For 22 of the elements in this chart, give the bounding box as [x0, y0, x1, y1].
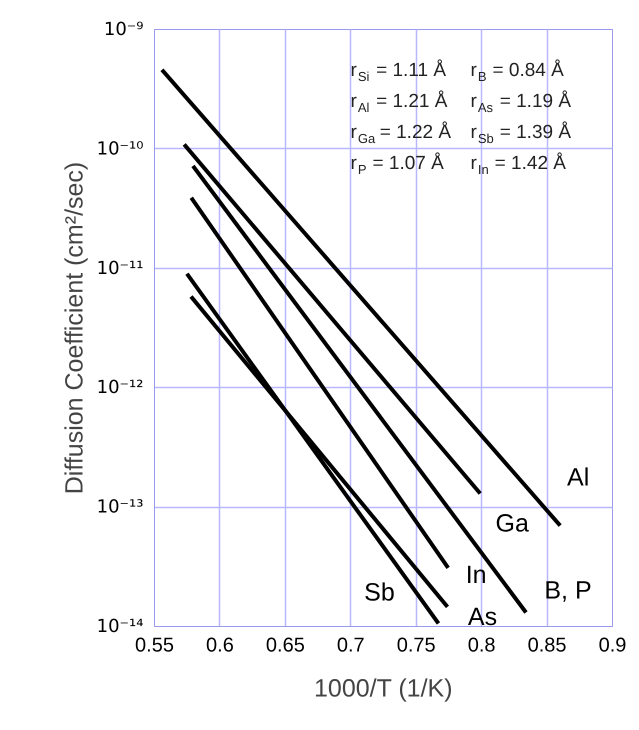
series-label: B, P: [544, 576, 592, 604]
x-axis-title: 1000/T (1/K): [314, 674, 453, 702]
x-tick-label: 0.65: [266, 634, 305, 656]
y-tick-label: 10⁻¹⁰: [96, 138, 144, 160]
series-label: Ga: [496, 509, 529, 538]
series-label: Sb: [364, 578, 395, 606]
y-tick-label: 10⁻¹¹: [96, 258, 144, 279]
x-tick-label: 0.8: [468, 634, 496, 656]
x-tick-label: 0.7: [336, 634, 365, 656]
x-tick-label: 0.85: [528, 634, 567, 656]
y-tick-label: 10⁻¹²: [96, 377, 144, 398]
series-label: As: [468, 602, 498, 631]
series-label: In: [466, 560, 487, 589]
y-tick-label: 10⁻¹⁴: [96, 616, 144, 637]
y-axis-title: Diffusion Coefficient (cm²/sec): [60, 162, 89, 494]
x-tick-label: 0.55: [135, 634, 174, 656]
x-tick-label: 0.9: [598, 634, 626, 656]
x-tick-label: 0.75: [396, 634, 436, 656]
y-tick-label: 10⁻¹³: [96, 496, 144, 518]
y-tick-label: 10⁻⁹: [104, 19, 144, 40]
x-tick-label: 0.6: [206, 634, 234, 656]
series-label: Al: [567, 464, 590, 492]
